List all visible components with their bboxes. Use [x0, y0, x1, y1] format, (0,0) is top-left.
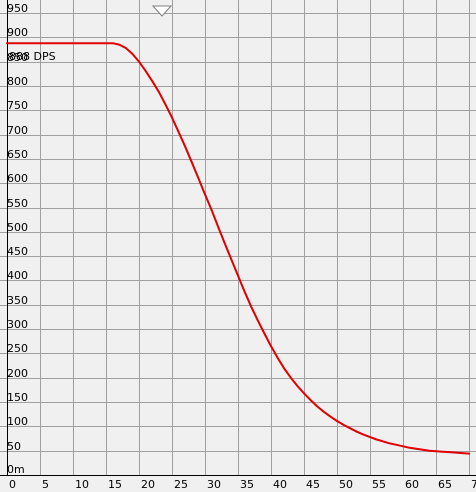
- y-tick-label: 200: [7, 367, 28, 380]
- y-tick-label: 550: [7, 197, 28, 210]
- series-layer: [6, 42, 470, 455]
- tick-labels: 0 5 10 15 20 25 30 35 40 45 50 55 60 65 70 50 100 150 200 2…: [7, 2, 476, 491]
- y-tick-label: 250: [7, 342, 28, 355]
- x-tick-label: 20: [141, 478, 155, 491]
- y-tick-label: 400: [7, 269, 28, 282]
- x-tick-label: 0: [9, 478, 16, 491]
- y-tick-label: 950: [7, 2, 28, 15]
- dps-label: 888 DPS: [9, 50, 56, 63]
- y-tick-label: 100: [7, 415, 28, 428]
- y-tick-label: 150: [7, 391, 28, 404]
- x-tick-label: 70: [471, 478, 476, 491]
- x-tick-label: 30: [207, 478, 221, 491]
- y-tick-label: 600: [7, 172, 28, 185]
- y-tick-label: 650: [7, 148, 28, 161]
- x-tick-label: 65: [438, 478, 452, 491]
- x-tick-label: 45: [306, 478, 320, 491]
- y-tick-label: 500: [7, 221, 28, 234]
- y-tick-label: 750: [7, 99, 28, 112]
- origin-label: 0m: [7, 463, 25, 476]
- x-tick-label: 60: [405, 478, 419, 491]
- y-tick-label: 850: [7, 51, 28, 64]
- grid-layer: [0, 0, 476, 475]
- x-tick-label: 25: [174, 478, 188, 491]
- y-tick-label: 300: [7, 318, 28, 331]
- y-tick-label: 800: [7, 75, 28, 88]
- x-tick-label: 15: [108, 478, 122, 491]
- y-tick-label: 700: [7, 124, 28, 137]
- x-tick-label: 35: [240, 478, 254, 491]
- y-tick-label: 50: [7, 440, 21, 453]
- series-line: [6, 42, 470, 455]
- x-tick-label: 40: [273, 478, 287, 491]
- x-tick-label: 5: [42, 478, 49, 491]
- x-tick-label: 50: [339, 478, 353, 491]
- x-tick-label: 10: [75, 478, 89, 491]
- y-tick-label: 900: [7, 26, 28, 39]
- y-tick-label: 350: [7, 294, 28, 307]
- x-tick-label: 55: [372, 478, 386, 491]
- range-marker-icon[interactable]: [151, 5, 173, 17]
- axis-layer: [0, 0, 476, 476]
- y-tick-label: 450: [7, 245, 28, 258]
